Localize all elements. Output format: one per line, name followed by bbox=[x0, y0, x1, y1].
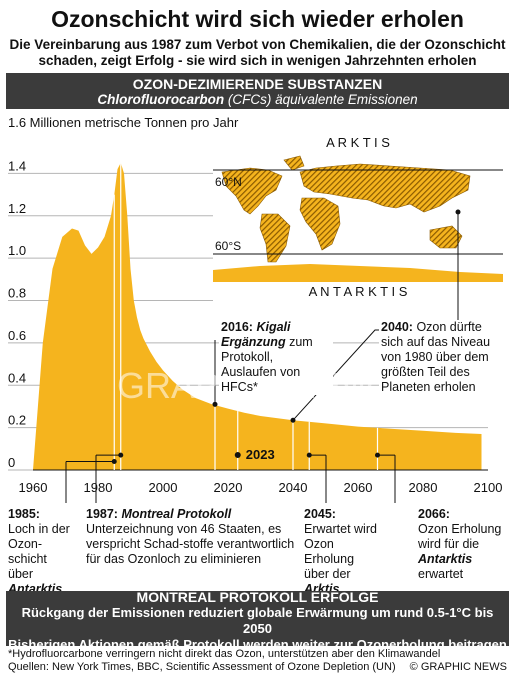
annotation-2045-text: Erwartet wird Ozon Erholung über der bbox=[304, 522, 377, 581]
chart-subheading-rest: (CFCs) äquivalente Emissionen bbox=[224, 92, 418, 107]
x-tick-label: 1960 bbox=[19, 480, 48, 495]
annotation-2040-text: Ozon dürfte sich auf das Niveau von 1980… bbox=[381, 320, 491, 394]
chart-header-band: OZON-DEZIMIERENDE SUBSTANZEN Chlorofluor… bbox=[6, 73, 509, 109]
annotation-2045: 2045: Erwartet wird Ozon Erholung über d… bbox=[304, 507, 380, 597]
subtitle-line-1: Die Vereinbarung aus 1987 zum Verbot von… bbox=[9, 37, 506, 52]
annotation-1987-title: Montreal Protokoll bbox=[121, 507, 232, 521]
continent-4 bbox=[429, 225, 463, 249]
x-tick-label: 2100 bbox=[474, 480, 503, 495]
map-lat-north-label: 60°N bbox=[215, 175, 242, 189]
credit: © GRAPHIC NEWS bbox=[409, 661, 507, 673]
subtitle-line-2: schaden, zeigt Erfolg - sie wird sich in… bbox=[38, 53, 477, 68]
continent-1 bbox=[259, 213, 291, 263]
y-tick-label: 0 bbox=[8, 455, 15, 470]
annotation-2045-year: 2045: bbox=[304, 507, 336, 521]
x-tick-label: 2000 bbox=[149, 480, 178, 495]
annotation-2066-year: 2066: bbox=[418, 507, 450, 521]
y-tick-label: 0.8 bbox=[8, 286, 26, 301]
footnote-hfc: *Hydrofluorcarbone verringern nicht dire… bbox=[8, 648, 441, 660]
y-axis-unit-label: 1.6 Millionen metrische Tonnen pro Jahr bbox=[8, 115, 239, 130]
x-tick-label: 2020 bbox=[214, 480, 243, 495]
map-antarctic-label: A N T A R K T I S bbox=[309, 284, 408, 299]
annotation-2040-year: 2040: bbox=[381, 320, 413, 334]
protocol-success-band: MONTREAL PROTOKOLL ERFOLGE Rückgang der … bbox=[6, 589, 509, 652]
y-tick-label: 0.6 bbox=[8, 328, 26, 343]
chart-subheading: Chlorofluorocarbon (CFCs) äquivalente Em… bbox=[6, 92, 509, 107]
annotation-2016: 2016: Kigali Ergänzung zum Protokoll, Au… bbox=[219, 320, 333, 395]
x-tick-label: 2080 bbox=[409, 480, 438, 495]
annotation-1985-text: Loch in der Ozon-schicht über bbox=[8, 522, 70, 581]
x-tick-label: 2040 bbox=[279, 480, 308, 495]
y-tick-label: 1.4 bbox=[8, 158, 26, 173]
y-tick-label: 0.2 bbox=[8, 413, 26, 428]
y-tick-label: 0.4 bbox=[8, 370, 26, 385]
annotation-1985-year: 1985: bbox=[8, 507, 40, 521]
world-map-inset: A R K T I S A N T A R K T I S 60°N 60°S bbox=[213, 128, 503, 320]
annotation-2040: 2040: Ozon dürfte sich auf das Niveau vo… bbox=[379, 320, 508, 395]
protocol-success-line-2: Bisherigen Aktionen gemäß Protokoll werd… bbox=[8, 637, 507, 652]
annotation-1987-year: 1987: bbox=[86, 507, 118, 521]
page-title: Ozonschicht wird sich wieder erholen bbox=[51, 6, 464, 32]
annotation-1987-text: Unterzeichnung von 46 Staaten, es verspr… bbox=[86, 522, 295, 566]
annotation-2066-text: Ozon Erholung wird für die bbox=[418, 522, 502, 551]
y-tick-label: 1.0 bbox=[8, 243, 26, 258]
continent-5 bbox=[283, 155, 305, 171]
continent-3 bbox=[299, 197, 341, 251]
sources-line: Quellen: New York Times, BBC, Scientific… bbox=[8, 661, 396, 673]
x-tick-label: 2060 bbox=[344, 480, 373, 495]
subtitle: Die Vereinbarung aus 1987 zum Verbot von… bbox=[0, 37, 515, 69]
marker-2023-label: 2023 bbox=[246, 447, 275, 462]
annotation-2066-place: Antarktis bbox=[418, 552, 473, 566]
emissions-area bbox=[33, 162, 482, 471]
chart-subheading-bold: Chlorofluorocarbon bbox=[97, 92, 225, 107]
marker-2023-dot bbox=[234, 452, 241, 458]
protocol-success-heading: MONTREAL PROTOKOLL ERFOLGE bbox=[136, 589, 379, 605]
x-tick-label: 1980 bbox=[84, 480, 113, 495]
annotation-2066: 2066: Ozon Erholung wird für die Antarkt… bbox=[418, 507, 508, 582]
annotation-2066-text2: erwartet bbox=[418, 567, 464, 581]
annotation-2016-year: 2016: bbox=[221, 320, 253, 334]
footnotes: *Hydrofluorcarbone verringern nicht dire… bbox=[8, 648, 440, 674]
annotation-2016-text: zum Protokoll, Auslaufen von HFCs* bbox=[221, 335, 313, 394]
protocol-success-line-1: Rückgang der Emissionen reduziert global… bbox=[21, 605, 494, 636]
map-arctic-label: A R K T I S bbox=[326, 135, 390, 150]
annotation-2016-title: Kigali Ergänzung bbox=[221, 320, 291, 349]
continent-2 bbox=[299, 163, 471, 213]
chart-heading: OZON-DEZIMIERENDE SUBSTANZEN bbox=[132, 76, 383, 92]
annotation-1987: 1987: Montreal Protokoll Unterzeichnung … bbox=[86, 507, 296, 567]
map-lat-south-label: 60°S bbox=[215, 239, 241, 253]
antarctica-shape bbox=[213, 264, 503, 282]
y-tick-label: 1.2 bbox=[8, 201, 26, 216]
